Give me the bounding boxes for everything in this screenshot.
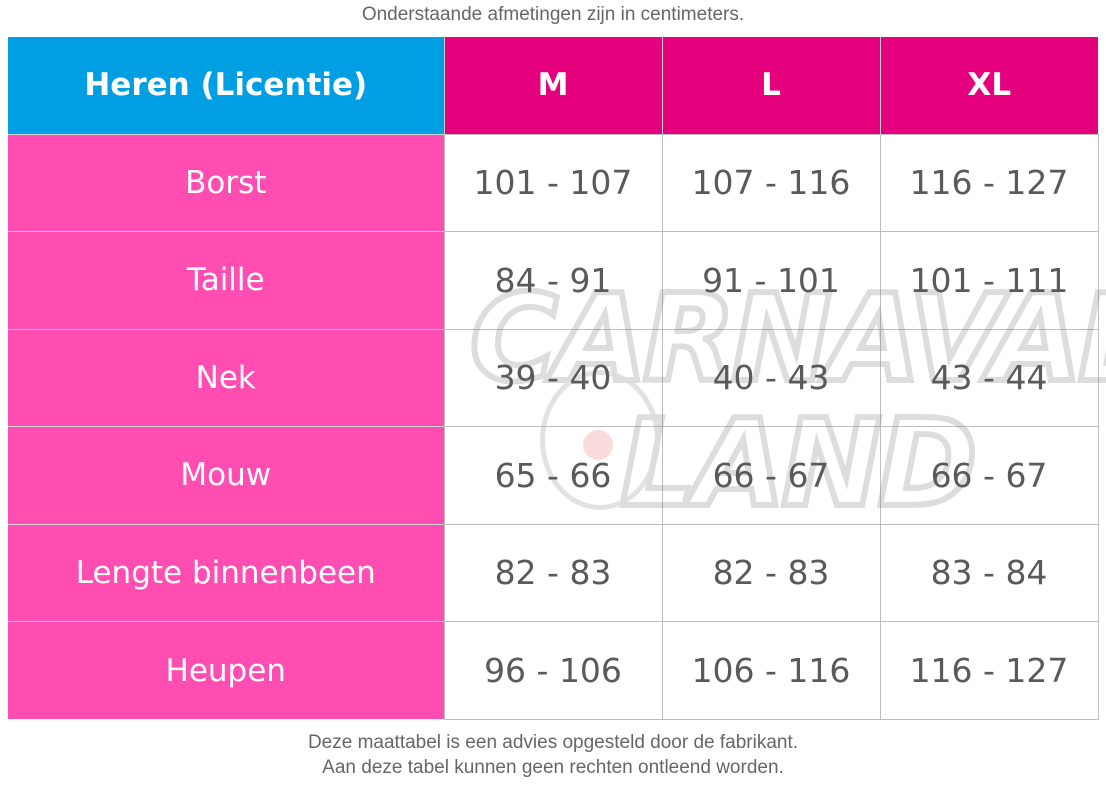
row-label: Taille bbox=[8, 231, 444, 329]
measurement-cell: 107 - 116 bbox=[661, 133, 881, 232]
measurement-cell: 66 - 67 bbox=[661, 426, 881, 525]
measurement-cell: 96 - 106 bbox=[443, 621, 663, 720]
measurement-cell: 101 - 107 bbox=[443, 133, 663, 232]
size-header-m: M bbox=[443, 37, 662, 134]
table-header-row: Heren (Licentie) M L XL bbox=[8, 37, 1098, 134]
measurement-cell: 101 - 111 bbox=[879, 231, 1099, 330]
disclaimer-line-1: Deze maattabel is een advies opgesteld d… bbox=[307, 732, 799, 753]
row-label: Lengte binnenbeen bbox=[8, 523, 444, 622]
disclaimer-line-2: Aan deze tabel kunnen geen rechten ontle… bbox=[322, 757, 784, 778]
size-header-xl: XL bbox=[879, 37, 1098, 134]
measurement-cell: 39 - 40 bbox=[443, 328, 663, 427]
size-chart-table: Heren (Licentie) M L XL Borst 101 - 107 10… bbox=[8, 37, 1099, 720]
measurement-cell: 40 - 43 bbox=[661, 328, 881, 427]
table-title: Heren (Licentie) bbox=[8, 37, 444, 134]
units-note: Onderstaande afmetingen zijn in centimet… bbox=[361, 4, 745, 25]
table-row: Heupen 96 - 106 106 - 116 116 - 127 bbox=[8, 621, 1099, 720]
measurement-cell: 116 - 127 bbox=[879, 133, 1099, 232]
disclaimer: Deze maattabel is een advies opgesteld d… bbox=[0, 730, 1106, 780]
measurement-cell: 66 - 67 bbox=[879, 426, 1099, 525]
measurement-cell: 43 - 44 bbox=[879, 328, 1099, 427]
measurement-cell: 116 - 127 bbox=[879, 621, 1099, 720]
row-label: Nek bbox=[8, 328, 444, 427]
row-label: Mouw bbox=[8, 426, 444, 524]
row-label: Borst bbox=[8, 133, 444, 232]
size-header-l: L bbox=[661, 37, 880, 134]
measurement-cell: 82 - 83 bbox=[661, 523, 881, 622]
measurement-cell: 91 - 101 bbox=[661, 231, 881, 330]
row-label: Heupen bbox=[8, 621, 444, 719]
table-row: Lengte binnenbeen 82 - 83 82 - 83 83 - 84 bbox=[8, 523, 1099, 622]
measurement-cell: 82 - 83 bbox=[443, 523, 663, 622]
measurement-cell: 84 - 91 bbox=[443, 231, 663, 330]
measurement-cell: 106 - 116 bbox=[661, 621, 881, 720]
measurement-cell: 83 - 84 bbox=[879, 523, 1099, 622]
table-row: Mouw 65 - 66 66 - 67 66 - 67 bbox=[8, 426, 1099, 525]
table-row: Borst 101 - 107 107 - 116 116 - 127 bbox=[8, 133, 1099, 232]
table-row: Taille 84 - 91 91 - 101 101 - 111 bbox=[8, 231, 1099, 330]
table-row: Nek 39 - 40 40 - 43 43 - 44 bbox=[8, 328, 1099, 427]
measurement-cell: 65 - 66 bbox=[443, 426, 663, 525]
